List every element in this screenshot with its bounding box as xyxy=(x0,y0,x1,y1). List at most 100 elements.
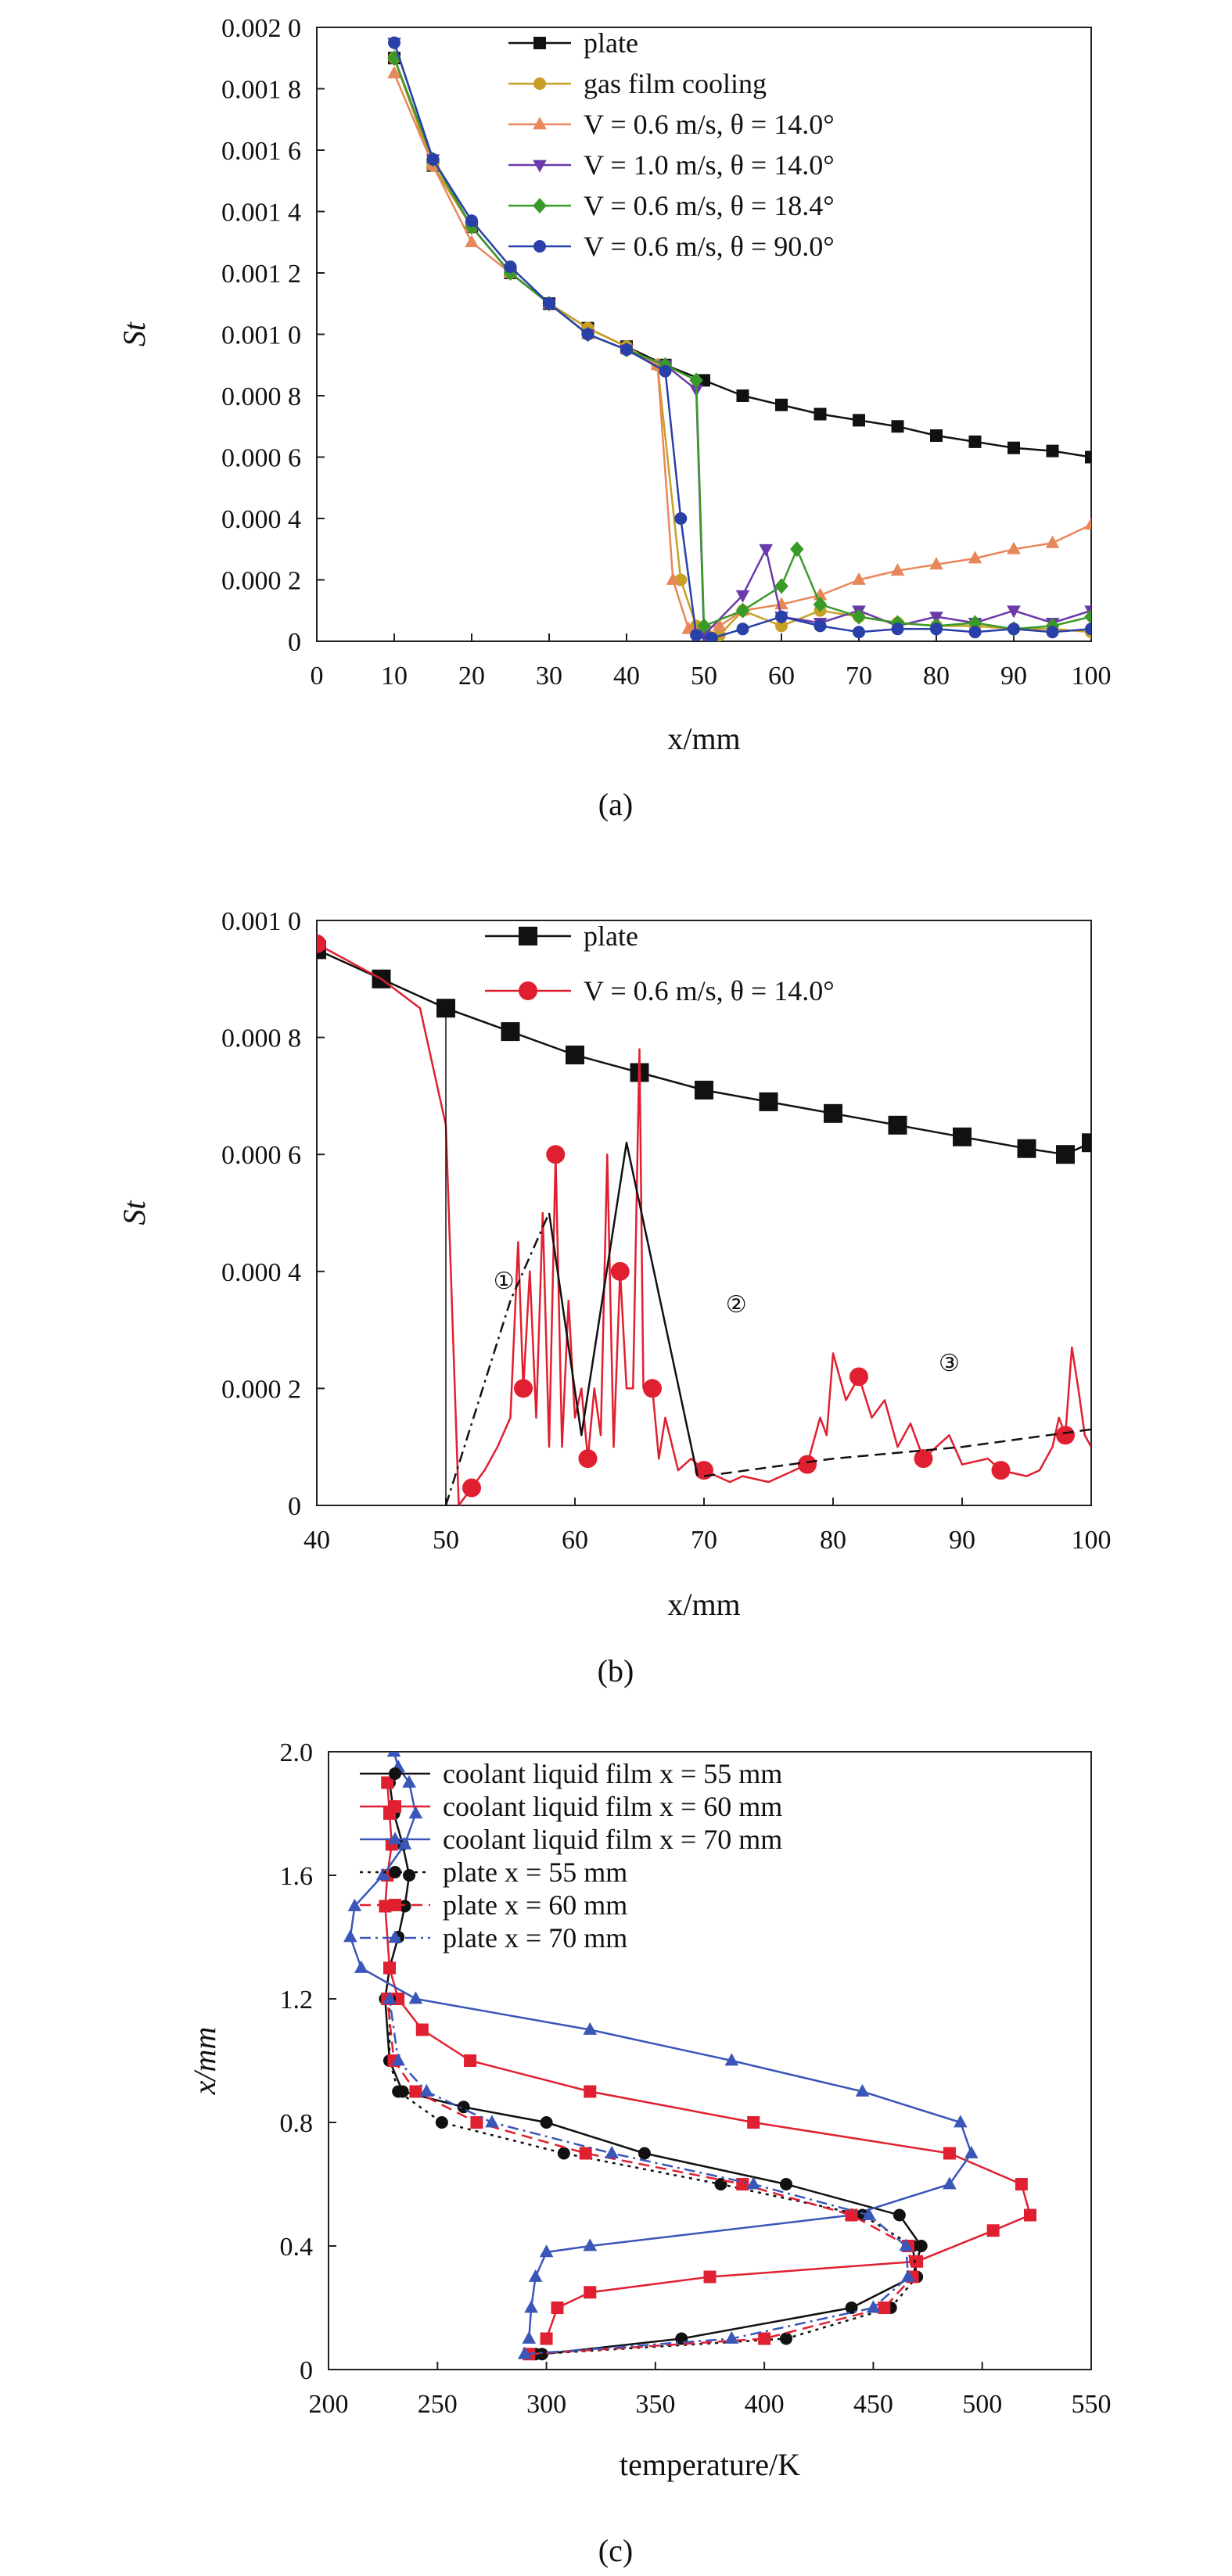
data-point xyxy=(891,420,904,433)
data-point xyxy=(914,2240,928,2252)
x-tick-label: 70 xyxy=(846,662,872,691)
data-point xyxy=(379,1900,392,1913)
data-point xyxy=(790,541,804,558)
data-point xyxy=(397,1836,412,1849)
y-axis-title: St xyxy=(117,321,152,346)
x-tick-label: 550 xyxy=(1072,2390,1112,2419)
legend-marker xyxy=(533,160,547,173)
panel-c: 200 250 300 350 400 450 500 550 0 0.4 0.8 1.2 1.6 2.0… xyxy=(187,1738,1112,2482)
data-point xyxy=(540,2116,553,2129)
data-point xyxy=(690,629,703,641)
series-line xyxy=(393,57,1091,637)
x-tick-label: 10 xyxy=(381,662,408,691)
data-point xyxy=(501,1022,520,1042)
y-tick-label: 0.001 8 xyxy=(221,76,301,105)
legend-label: coolant liquid film x = 55 mm xyxy=(443,1758,782,1789)
data-point xyxy=(824,1103,842,1123)
x-tick-label: 200 xyxy=(309,2390,349,2419)
data-point xyxy=(1015,2178,1028,2190)
data-point xyxy=(409,2085,422,2098)
data-point xyxy=(747,2116,760,2129)
legend-label: plate xyxy=(584,27,638,59)
y-tick-label: 0.002 0 xyxy=(221,14,301,43)
y-tick-label: 0.001 4 xyxy=(221,199,301,228)
data-point xyxy=(383,1961,396,1975)
data-point xyxy=(735,602,750,619)
data-point xyxy=(991,1461,1011,1480)
data-point xyxy=(1007,605,1021,619)
data-point xyxy=(557,2147,570,2160)
data-point xyxy=(697,618,711,634)
y-tick-label: 0.000 2 xyxy=(221,567,301,596)
data-point xyxy=(392,2085,405,2098)
series-line xyxy=(703,1428,1091,1477)
data-point xyxy=(698,374,710,387)
x-tick-label: 100 xyxy=(1072,1526,1112,1555)
data-point xyxy=(514,1379,533,1398)
data-point xyxy=(735,590,750,603)
series-line xyxy=(393,57,1091,630)
data-point xyxy=(388,36,400,49)
data-point xyxy=(759,544,773,557)
legend-marker xyxy=(533,37,546,49)
data-point xyxy=(524,2300,538,2313)
y-tick-label: 0.001 0 xyxy=(221,907,301,936)
plot-area xyxy=(387,36,1091,641)
data-point xyxy=(774,597,788,610)
data-point xyxy=(893,2208,906,2222)
data-point xyxy=(1085,622,1091,636)
data-point xyxy=(381,1776,394,1789)
annotation: ① xyxy=(494,1268,515,1294)
data-point xyxy=(930,622,943,636)
annotation: ② xyxy=(726,1292,747,1318)
legend-label: V = 1.0 m/s, θ = 14.0° xyxy=(584,149,835,181)
y-tick-label: 0.000 4 xyxy=(221,505,301,534)
y-axis-title: x/mm xyxy=(187,2027,222,2096)
data-point xyxy=(347,1898,362,1911)
data-point xyxy=(504,260,517,274)
data-point xyxy=(736,622,749,636)
y-tick-label: 0.001 0 xyxy=(221,321,301,350)
data-point xyxy=(814,407,827,421)
data-point xyxy=(398,1900,411,1913)
data-point xyxy=(736,389,749,402)
plot-frame xyxy=(316,920,1092,1506)
legend-label: plate x = 60 mm xyxy=(443,1889,627,1921)
data-point xyxy=(775,619,788,633)
data-point xyxy=(643,1379,662,1398)
data-point xyxy=(581,328,594,341)
data-point xyxy=(343,1929,357,1943)
data-point xyxy=(579,2147,592,2160)
legend-marker xyxy=(519,981,537,1000)
data-point xyxy=(775,610,788,623)
data-point xyxy=(813,596,828,612)
data-point xyxy=(1017,1139,1036,1158)
y-tick-label: 0.000 8 xyxy=(221,1024,301,1053)
data-point xyxy=(964,2145,979,2158)
x-tick-label: 60 xyxy=(768,662,795,691)
data-point xyxy=(1008,622,1020,636)
legend-label: plate xyxy=(584,920,638,952)
data-point xyxy=(540,2332,553,2345)
data-point xyxy=(855,2083,870,2097)
data-point xyxy=(470,2116,483,2129)
x-tick-label: 90 xyxy=(949,1526,975,1555)
data-point xyxy=(724,2330,739,2344)
data-point xyxy=(758,2332,771,2345)
data-point xyxy=(666,572,681,585)
legend-marker xyxy=(533,77,546,90)
panel-a: 0 10 20 30 40 50 60 70 80 90 100 0 0.000 2 0.000 4 0.0… xyxy=(117,14,1112,756)
data-point xyxy=(583,2238,598,2251)
x-tick-label: 250 xyxy=(418,2390,458,2419)
data-point xyxy=(354,1960,368,1973)
y-tick-label: 0.000 4 xyxy=(221,1258,301,1287)
data-point xyxy=(968,615,982,631)
y-tick-label: 0.000 6 xyxy=(221,1141,301,1170)
y-tick-label: 0.8 xyxy=(280,2109,314,2138)
x-tick-label: 20 xyxy=(458,662,485,691)
data-point xyxy=(774,578,788,594)
data-point xyxy=(522,2330,537,2344)
panel-label-c: (c) xyxy=(598,2533,633,2568)
data-point xyxy=(888,1115,907,1135)
